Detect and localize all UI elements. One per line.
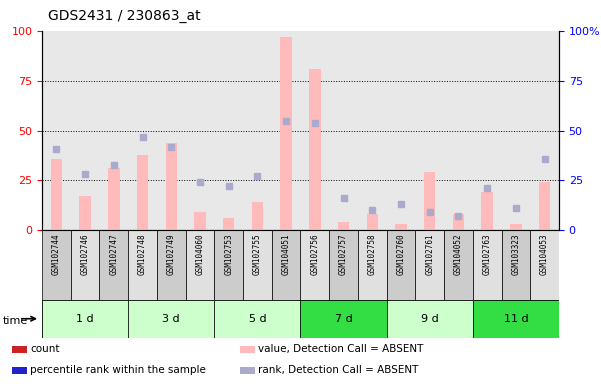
Text: GSM102758: GSM102758 bbox=[368, 234, 377, 275]
Bar bbox=[281, 37, 292, 230]
Bar bbox=[71, 230, 100, 300]
Bar bbox=[100, 230, 128, 300]
Text: GSM102760: GSM102760 bbox=[397, 234, 406, 275]
Bar bbox=[329, 230, 358, 300]
Bar bbox=[444, 230, 473, 300]
Text: 5 d: 5 d bbox=[249, 314, 266, 324]
Bar bbox=[223, 218, 234, 230]
Bar bbox=[272, 230, 300, 300]
Bar bbox=[12, 346, 27, 353]
Bar bbox=[300, 230, 329, 300]
Text: 11 d: 11 d bbox=[504, 314, 528, 324]
Bar bbox=[186, 230, 215, 300]
Text: count: count bbox=[30, 344, 59, 354]
Text: GSM102763: GSM102763 bbox=[483, 234, 492, 275]
Bar bbox=[79, 197, 91, 230]
Bar bbox=[424, 172, 436, 230]
Bar bbox=[165, 142, 177, 230]
Text: GDS2431 / 230863_at: GDS2431 / 230863_at bbox=[48, 9, 201, 23]
Bar bbox=[338, 222, 349, 230]
Text: GSM104051: GSM104051 bbox=[282, 234, 291, 275]
Text: GSM104060: GSM104060 bbox=[195, 234, 204, 275]
Bar bbox=[240, 367, 255, 374]
Bar bbox=[481, 192, 493, 230]
Bar bbox=[252, 202, 263, 230]
Bar bbox=[386, 300, 473, 338]
Text: GSM102756: GSM102756 bbox=[310, 234, 319, 275]
Bar bbox=[243, 230, 272, 300]
Text: GSM102753: GSM102753 bbox=[224, 234, 233, 275]
Text: GSM102755: GSM102755 bbox=[253, 234, 262, 275]
Text: value, Detection Call = ABSENT: value, Detection Call = ABSENT bbox=[258, 344, 424, 354]
Bar bbox=[42, 300, 128, 338]
Bar bbox=[530, 230, 559, 300]
Text: GSM102761: GSM102761 bbox=[426, 234, 434, 275]
Bar bbox=[395, 224, 407, 230]
Bar bbox=[473, 300, 559, 338]
Bar bbox=[215, 300, 300, 338]
Bar bbox=[473, 230, 501, 300]
Text: GSM102744: GSM102744 bbox=[52, 234, 61, 275]
Bar bbox=[12, 367, 27, 374]
Text: GSM102747: GSM102747 bbox=[109, 234, 118, 275]
Bar bbox=[367, 214, 378, 230]
Bar bbox=[128, 300, 215, 338]
Text: GSM103323: GSM103323 bbox=[511, 234, 520, 275]
Text: GSM104053: GSM104053 bbox=[540, 234, 549, 275]
Bar bbox=[358, 230, 386, 300]
Text: 9 d: 9 d bbox=[421, 314, 439, 324]
Bar bbox=[42, 230, 71, 300]
Bar bbox=[309, 69, 320, 230]
Bar bbox=[215, 230, 243, 300]
Bar bbox=[108, 169, 120, 230]
Text: GSM102746: GSM102746 bbox=[81, 234, 90, 275]
Bar bbox=[240, 346, 255, 353]
Bar bbox=[386, 230, 415, 300]
Bar bbox=[415, 230, 444, 300]
Text: time: time bbox=[3, 316, 28, 326]
Bar bbox=[50, 159, 62, 230]
Bar bbox=[300, 300, 386, 338]
Text: 3 d: 3 d bbox=[162, 314, 180, 324]
Text: rank, Detection Call = ABSENT: rank, Detection Call = ABSENT bbox=[258, 365, 419, 375]
Bar bbox=[539, 182, 551, 230]
Text: GSM102757: GSM102757 bbox=[339, 234, 348, 275]
Text: GSM104052: GSM104052 bbox=[454, 234, 463, 275]
Bar bbox=[128, 230, 157, 300]
Text: 1 d: 1 d bbox=[76, 314, 94, 324]
Bar bbox=[194, 212, 206, 230]
Bar bbox=[510, 224, 522, 230]
Bar bbox=[137, 154, 148, 230]
Bar bbox=[501, 230, 530, 300]
Text: GSM102748: GSM102748 bbox=[138, 234, 147, 275]
Text: 7 d: 7 d bbox=[335, 314, 352, 324]
Bar bbox=[453, 214, 464, 230]
Bar bbox=[157, 230, 186, 300]
Text: GSM102749: GSM102749 bbox=[167, 234, 175, 275]
Text: percentile rank within the sample: percentile rank within the sample bbox=[30, 365, 206, 375]
